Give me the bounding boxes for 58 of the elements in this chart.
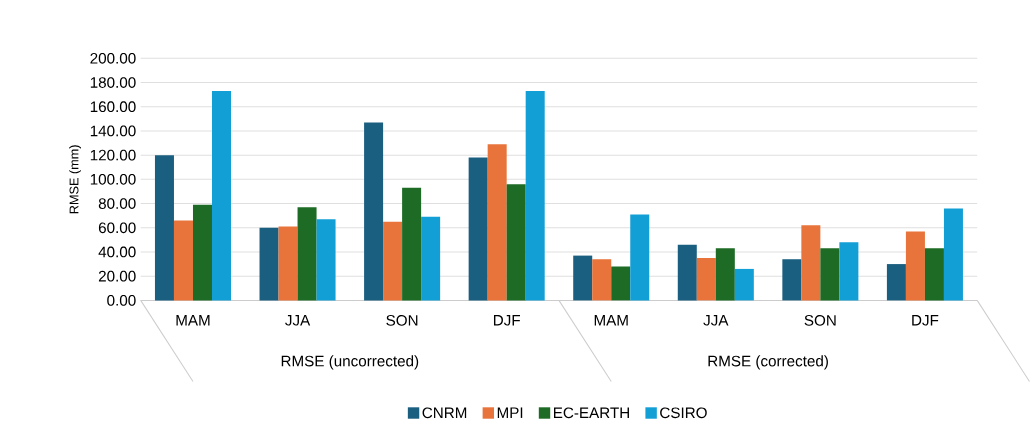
x-tick-label: DJF bbox=[912, 315, 939, 326]
y-tick-label: 180.00 bbox=[90, 77, 136, 89]
y-tick-label: 0.00 bbox=[107, 295, 136, 306]
bar bbox=[259, 227, 279, 301]
x-tick-label: JJA bbox=[703, 315, 729, 326]
bar bbox=[421, 217, 441, 301]
y-axis-title: RMSE (mm) bbox=[69, 145, 81, 214]
bar bbox=[611, 266, 631, 301]
bar bbox=[383, 221, 403, 301]
bar bbox=[715, 248, 735, 301]
bar bbox=[525, 91, 545, 301]
bar bbox=[506, 184, 526, 301]
bar bbox=[487, 144, 507, 301]
bar bbox=[573, 255, 593, 301]
bar bbox=[402, 188, 422, 301]
bar bbox=[173, 220, 193, 301]
bar bbox=[801, 225, 821, 301]
bar bbox=[592, 259, 612, 301]
bar bbox=[677, 244, 697, 301]
bar bbox=[924, 248, 944, 301]
y-tick-label: 100.00 bbox=[90, 174, 136, 185]
y-tick-label: 20.00 bbox=[98, 271, 136, 282]
x-tick-label: JJA bbox=[285, 315, 311, 326]
bar bbox=[630, 214, 650, 301]
bar bbox=[192, 204, 212, 301]
y-tick-label: 40.00 bbox=[98, 246, 136, 258]
legend-label: CSIRO bbox=[660, 407, 707, 419]
bar bbox=[468, 157, 488, 301]
y-tick-label: 60.00 bbox=[98, 222, 136, 234]
y-tick-label: 160.00 bbox=[90, 101, 136, 113]
bar bbox=[886, 264, 906, 301]
text: RMSE (corrected) bbox=[708, 355, 828, 370]
bar bbox=[905, 231, 925, 301]
legend-label: EC-EARTH bbox=[554, 407, 629, 419]
bar bbox=[839, 242, 859, 301]
legend-label: CNRM bbox=[422, 407, 467, 419]
bar bbox=[278, 226, 298, 301]
bar bbox=[734, 269, 754, 301]
x-tick-label: DJF bbox=[493, 315, 521, 326]
bar bbox=[316, 219, 336, 301]
x-tick-label: MAM bbox=[594, 315, 628, 326]
bar bbox=[820, 248, 840, 301]
bar bbox=[782, 259, 802, 301]
y-tick-label: 200.00 bbox=[90, 53, 136, 64]
bar bbox=[364, 122, 384, 301]
y-tick-label: 140.00 bbox=[90, 125, 136, 137]
legend-label: MPI bbox=[497, 407, 523, 419]
bar bbox=[696, 258, 716, 301]
x-tick-label: SON bbox=[386, 315, 418, 326]
bar bbox=[154, 155, 174, 301]
y-tick-label: 80.00 bbox=[98, 198, 136, 210]
bar bbox=[211, 91, 231, 301]
bar bbox=[297, 207, 317, 301]
y-tick-label: 120.00 bbox=[90, 149, 136, 161]
text: RMSE (uncorrected) bbox=[281, 355, 419, 370]
bar bbox=[943, 208, 963, 301]
x-tick-label: SON bbox=[804, 315, 836, 326]
x-tick-label: MAM bbox=[176, 315, 210, 326]
